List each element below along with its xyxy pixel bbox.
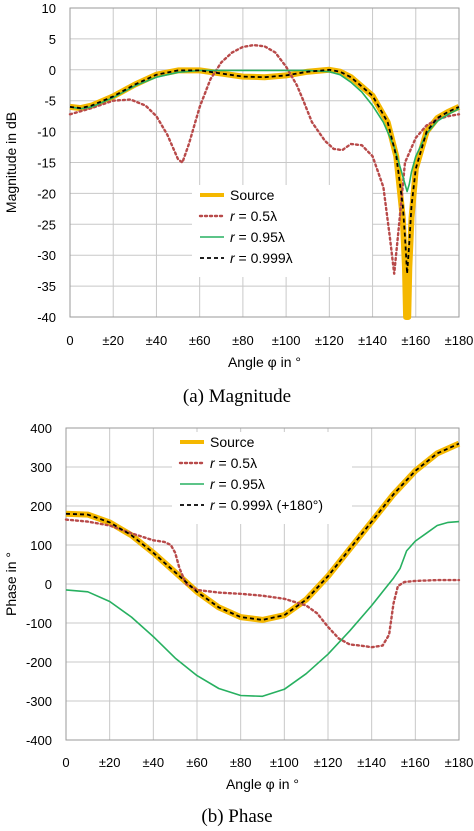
figure-caption: (b) Phase [201, 806, 272, 827]
series-line-2 [65, 520, 460, 698]
y-tick-label: 5 [49, 32, 56, 47]
y-tick-label: -30 [37, 248, 56, 263]
series-line-1 [68, 43, 461, 275]
y-tick-label: 10 [42, 1, 56, 16]
legend-label: r = 0.5λ [230, 208, 277, 224]
y-axis-label: Magnitude in dB [3, 112, 19, 213]
y-tick-label: -20 [37, 186, 56, 201]
figure-caption: (a) Magnitude [183, 386, 291, 407]
x-tick-label: ±80 [230, 755, 252, 770]
y-axis-label: Phase in ° [3, 552, 19, 616]
legend-box [192, 185, 372, 277]
series-line-3 [65, 442, 460, 621]
y-tick-label: -40 [37, 310, 56, 325]
series-line-3 [69, 68, 460, 275]
y-tick-label: 0 [49, 63, 56, 78]
x-tick-label: ±180 [445, 755, 474, 770]
x-tick-label: ±160 [401, 333, 430, 348]
y-tick-label: 400 [30, 421, 52, 436]
x-tick-label: ±40 [146, 333, 168, 348]
legend: Source r = 0.5λ r = 0.95λ r = 0.999λ [192, 185, 372, 277]
y-tick-label: -25 [37, 217, 56, 232]
series-line-2 [69, 69, 460, 193]
x-axis-label: Angle φ in ° [226, 776, 299, 792]
x-tick-label: ±120 [314, 755, 343, 770]
phase-chart: 0 ±20 ±40 ±60 ±80 ±100 ±120 ±140 ±160 ±180 400 300 2… [3, 421, 473, 827]
y-tick-label: -35 [37, 279, 56, 294]
y-tick-label: -5 [44, 94, 56, 109]
plot-frame [69, 7, 460, 318]
x-tick-label: ±140 [357, 755, 386, 770]
x-tick-label: ±100 [270, 755, 299, 770]
x-tick-label: ±100 [272, 333, 301, 348]
legend: Source r = 0.5λ r = 0.95λ r = 0.999λ (+180°… [172, 432, 352, 524]
y-tick-label: 200 [30, 499, 52, 514]
x-tick-label: ±40 [143, 755, 165, 770]
series-line-1 [64, 518, 461, 649]
y-tick-label: 0 [45, 577, 52, 592]
x-tick-label: ±120 [315, 333, 344, 348]
x-tick-label: ±140 [358, 333, 387, 348]
x-tick-label: 0 [66, 333, 73, 348]
y-tick-label: -10 [37, 125, 56, 140]
x-tick-label: ±180 [445, 333, 474, 348]
plot-frame [65, 427, 460, 741]
y-tick-label: -100 [26, 616, 52, 631]
legend-box [172, 432, 352, 524]
magnitude-chart: 0 ±20 ±40 ±60 ±80 ±100 ±120 ±140 ±160 ±180 10 5 0 -5 -… [3, 1, 473, 407]
y-tick-label: 100 [30, 538, 52, 553]
legend-label: r = 0.95λ [230, 229, 285, 245]
legend-label: r = 0.999λ (+180°) [210, 497, 323, 513]
x-axis-label: Angle φ in ° [228, 354, 301, 370]
series-line-0 [69, 66, 461, 320]
x-tick-label: 0 [62, 755, 69, 770]
y-tick-label: -15 [37, 156, 56, 171]
legend-label: r = 0.95λ [210, 476, 265, 492]
x-tick-label: ±20 [99, 755, 121, 770]
y-tick-label: -400 [26, 733, 52, 748]
x-tick-label: ±160 [401, 755, 430, 770]
x-tick-label: ±80 [232, 333, 254, 348]
y-tick-label: -300 [26, 694, 52, 709]
legend-label: r = 0.999λ [230, 250, 293, 266]
y-tick-label: 300 [30, 460, 52, 475]
legend-label: Source [210, 434, 255, 450]
x-tick-label: ±60 [189, 333, 211, 348]
y-tick-label: -200 [26, 655, 52, 670]
legend-label: r = 0.5λ [210, 455, 257, 471]
x-tick-label: ±20 [102, 333, 124, 348]
legend-label: Source [230, 187, 275, 203]
x-tick-label: ±60 [186, 755, 208, 770]
